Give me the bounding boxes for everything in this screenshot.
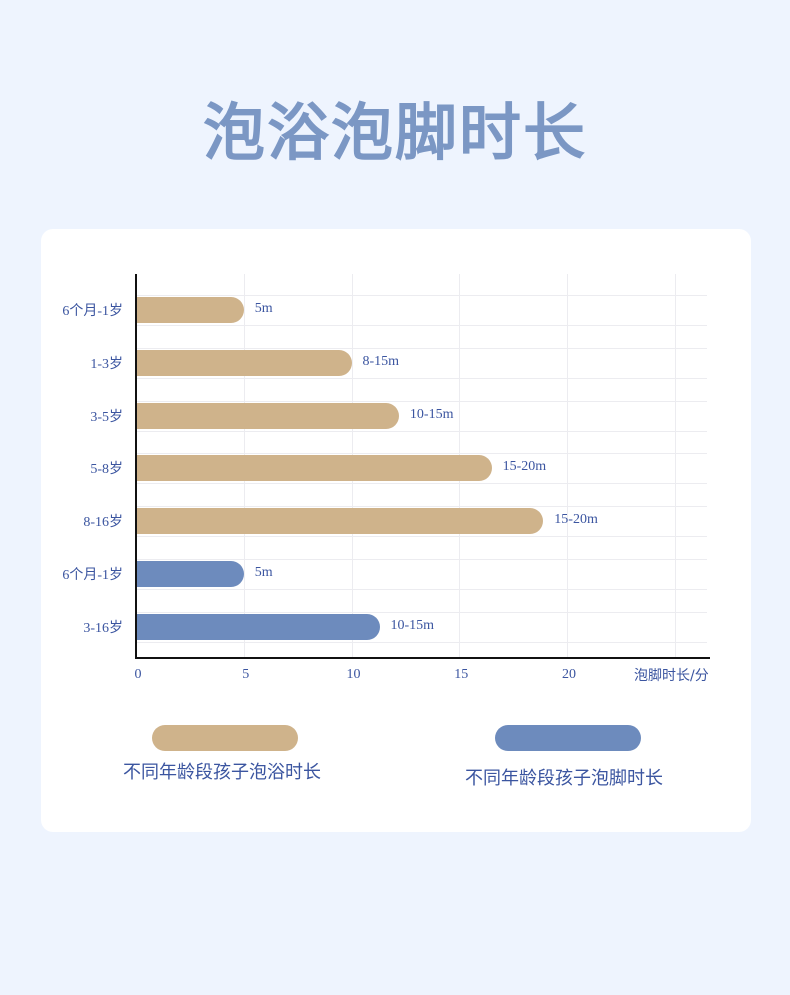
y-tick-label: 6个月-1岁 (62, 568, 123, 583)
data-label: 15-20m (502, 459, 547, 475)
bar (137, 402, 399, 429)
data-label: 10-15m (409, 406, 454, 422)
legend-swatch (495, 725, 641, 751)
x-axis-line (135, 657, 710, 659)
grid-line-horizontal (136, 325, 707, 326)
grid-line-vertical (567, 274, 568, 658)
y-tick-label: 3-5岁 (90, 409, 123, 425)
data-label: 5m (254, 301, 273, 316)
y-tick-label: 3-16岁 (83, 620, 123, 636)
x-tick-label: 20 (562, 667, 576, 682)
y-tick-label: 8-16岁 (83, 515, 123, 531)
x-tick-label: 15 (454, 667, 469, 682)
legend-label: 不同年龄段孩子泡浴时长 (123, 762, 321, 783)
grid-line-horizontal (136, 377, 707, 379)
data-label: 5m (254, 565, 273, 580)
grid-line-horizontal (136, 400, 707, 402)
grid-line-horizontal (136, 559, 707, 560)
x-tick-label: 0 (134, 667, 142, 682)
x-axis-label: 泡脚时长/分 (634, 668, 709, 684)
x-tick-label: 10 (346, 667, 361, 682)
grid-line-horizontal (136, 641, 707, 643)
y-tick-label: 6个月-1岁 (62, 304, 123, 319)
bar (137, 297, 244, 323)
grid-line-horizontal (136, 430, 707, 432)
data-label: 8-15m (362, 353, 400, 369)
bar (137, 613, 380, 640)
y-axis-line (135, 274, 137, 659)
grid-line-horizontal (136, 506, 707, 508)
bar (137, 508, 544, 535)
data-label: 10-15m (390, 617, 435, 633)
legend-swatch (152, 725, 298, 751)
legend-label: 不同年龄段孩子泡脚时长 (465, 768, 663, 789)
grid-line-horizontal (136, 453, 707, 455)
bar (137, 561, 244, 587)
grid-line-horizontal (136, 295, 707, 296)
grid-line-horizontal (136, 536, 707, 538)
x-tick-label: 5 (242, 667, 250, 682)
grid-line-vertical (674, 274, 676, 658)
grid-line-horizontal (136, 611, 707, 613)
page-title: 泡浴泡脚时长 (202, 96, 587, 169)
grid-line-horizontal (136, 483, 707, 485)
bar (137, 349, 352, 376)
grid-line-horizontal (136, 589, 707, 590)
y-tick-label: 5-8岁 (90, 462, 123, 478)
data-label: 15-20m (554, 512, 598, 528)
grid-line-horizontal (136, 347, 707, 349)
y-tick-label: 1-3岁 (90, 356, 123, 372)
bar (137, 455, 492, 482)
